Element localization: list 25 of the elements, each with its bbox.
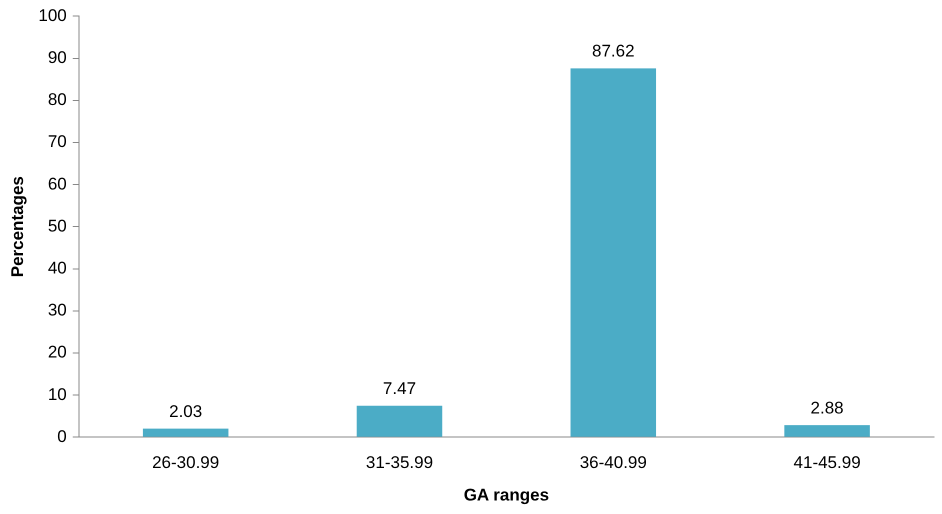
- bar: [570, 68, 656, 437]
- x-axis-title: GA ranges: [464, 485, 550, 504]
- y-axis-title: Percentages: [8, 176, 27, 278]
- y-tick-label: 30: [48, 300, 67, 320]
- y-tick-label: 90: [48, 48, 67, 67]
- bar: [356, 406, 442, 437]
- y-tick-label: 60: [48, 174, 67, 194]
- y-tick-label: 70: [48, 132, 67, 152]
- y-tick-label: 0: [57, 426, 67, 446]
- y-tick-label: 80: [48, 90, 67, 110]
- y-tick-label: 100: [38, 6, 67, 25]
- data-label: 7.47: [382, 378, 416, 398]
- y-tick-label: 50: [48, 216, 67, 236]
- x-tick-label: 26-30.99: [152, 453, 220, 472]
- x-tick-label: 36-40.99: [580, 453, 647, 472]
- data-label: 2.88: [810, 398, 844, 418]
- y-tick-label: 10: [48, 384, 67, 404]
- x-tick-label: 41-45.99: [794, 453, 861, 472]
- y-tick-label: 40: [48, 258, 67, 278]
- data-label: 87.62: [592, 42, 635, 61]
- y-tick-label: 20: [48, 342, 67, 362]
- bar: [142, 428, 228, 437]
- x-tick-label: 31-35.99: [366, 453, 434, 472]
- bar: [784, 425, 870, 437]
- data-label: 2.03: [169, 402, 202, 421]
